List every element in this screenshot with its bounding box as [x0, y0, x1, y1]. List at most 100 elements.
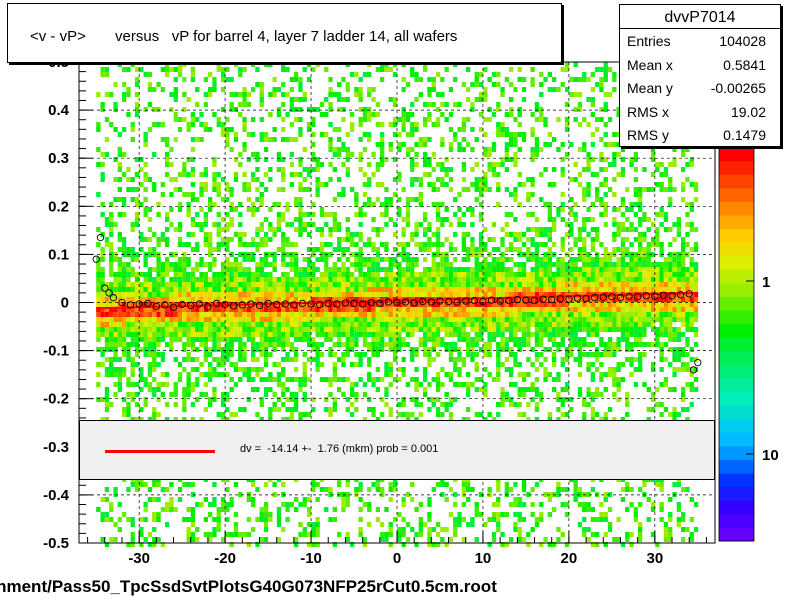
heatmap-cell — [216, 507, 221, 512]
heatmap-cell — [160, 337, 165, 342]
heatmap-cell — [281, 67, 286, 72]
heatmap-cell — [169, 207, 174, 212]
heatmap-cell — [160, 292, 165, 297]
heatmap-cell — [384, 342, 389, 347]
heatmap-cell — [483, 287, 488, 292]
heatmap-cell — [552, 292, 557, 297]
heatmap-cell — [453, 137, 458, 142]
heatmap-cell — [457, 102, 462, 107]
heatmap-cell — [324, 302, 329, 307]
heatmap-cell — [160, 357, 165, 362]
heatmap-cell — [126, 357, 131, 362]
heatmap-cell — [470, 487, 475, 492]
heatmap-cell — [384, 187, 389, 192]
heatmap-cell — [199, 327, 204, 332]
heatmap-cell — [255, 232, 260, 237]
heatmap-cell — [504, 392, 509, 397]
heatmap-cell — [457, 332, 462, 337]
heatmap-cell — [311, 212, 316, 217]
heatmap-cell — [556, 527, 561, 532]
heatmap-cell — [392, 97, 398, 102]
heatmap-cell — [496, 272, 501, 277]
heatmap-cell — [401, 87, 406, 92]
heatmap-cell — [500, 287, 505, 292]
heatmap-cell — [577, 147, 583, 152]
heatmap-cell — [216, 412, 221, 417]
heatmap-cell — [590, 297, 595, 302]
heatmap-cell — [345, 352, 350, 357]
heatmap-cell — [182, 262, 187, 267]
heatmap-cell — [117, 282, 122, 287]
heatmap-cell — [208, 322, 213, 327]
heatmap-cell — [483, 177, 488, 182]
heatmap-cell — [173, 67, 178, 72]
heatmap-cell — [543, 307, 548, 312]
heatmap-cell — [582, 247, 587, 252]
heatmap-cell — [367, 332, 372, 337]
heatmap-cell — [328, 377, 333, 382]
heatmap-cell — [487, 107, 492, 112]
heatmap-cell — [345, 147, 350, 152]
heatmap-cell — [337, 377, 342, 382]
heatmap-cell — [255, 242, 260, 247]
heatmap-cell — [251, 287, 256, 292]
heatmap-cell — [547, 227, 552, 232]
heatmap-cell — [337, 297, 342, 302]
heatmap-cell — [285, 342, 290, 347]
heatmap-cell — [229, 307, 234, 312]
heatmap-cell — [448, 317, 454, 322]
heatmap-cell — [509, 82, 514, 87]
heatmap-cell — [169, 297, 174, 302]
heatmap-cell — [354, 382, 359, 387]
heatmap-cell — [483, 312, 488, 317]
heatmap-cell — [324, 317, 329, 322]
heatmap-cell — [212, 517, 217, 522]
heatmap-cell — [233, 337, 239, 342]
heatmap-cell — [225, 347, 230, 352]
heatmap-cell — [504, 327, 509, 332]
heatmap-cell — [255, 332, 260, 337]
heatmap-cell — [104, 512, 110, 517]
heatmap-cell — [423, 377, 428, 382]
heatmap-cell — [319, 287, 325, 292]
heatmap-cell — [285, 507, 290, 512]
heatmap-cell — [504, 317, 509, 322]
heatmap-cell — [362, 292, 368, 297]
heatmap-cell — [147, 177, 153, 182]
heatmap-cell — [470, 517, 475, 522]
heatmap-cell — [182, 162, 187, 167]
heatmap-cell — [577, 172, 583, 177]
heatmap-cell — [160, 322, 165, 327]
heatmap-cell — [521, 342, 527, 347]
heatmap-cell — [418, 77, 423, 82]
heatmap-cell — [109, 322, 114, 327]
heatmap-cell — [388, 412, 393, 417]
heatmap-cell — [466, 482, 471, 487]
heatmap-cell — [177, 362, 183, 367]
heatmap-cell — [276, 217, 282, 222]
heatmap-cell — [358, 527, 363, 532]
heatmap-cell — [509, 212, 514, 217]
heatmap-cell — [195, 347, 200, 352]
heatmap-cell — [564, 512, 570, 517]
heatmap-cell — [371, 292, 376, 297]
heatmap-cell — [195, 502, 200, 507]
heatmap-cell — [423, 352, 428, 357]
heatmap-cell — [380, 532, 385, 537]
heatmap-cell — [397, 402, 402, 407]
heatmap-cell — [216, 372, 221, 377]
heatmap-cell — [418, 292, 423, 297]
heatmap-cell — [315, 182, 320, 187]
heatmap-cell — [212, 497, 217, 502]
heatmap-cell — [461, 247, 466, 252]
heatmap-cell — [109, 302, 114, 307]
heatmap-cell — [259, 367, 264, 372]
heatmap-cell — [294, 307, 299, 312]
heatmap-cell — [517, 512, 522, 517]
heatmap-cell — [513, 512, 518, 517]
heatmap-cell — [603, 122, 608, 127]
heatmap-cell — [556, 307, 561, 312]
heatmap-cell — [397, 177, 402, 182]
heatmap-cell — [414, 542, 419, 547]
heatmap-cell — [242, 172, 247, 177]
